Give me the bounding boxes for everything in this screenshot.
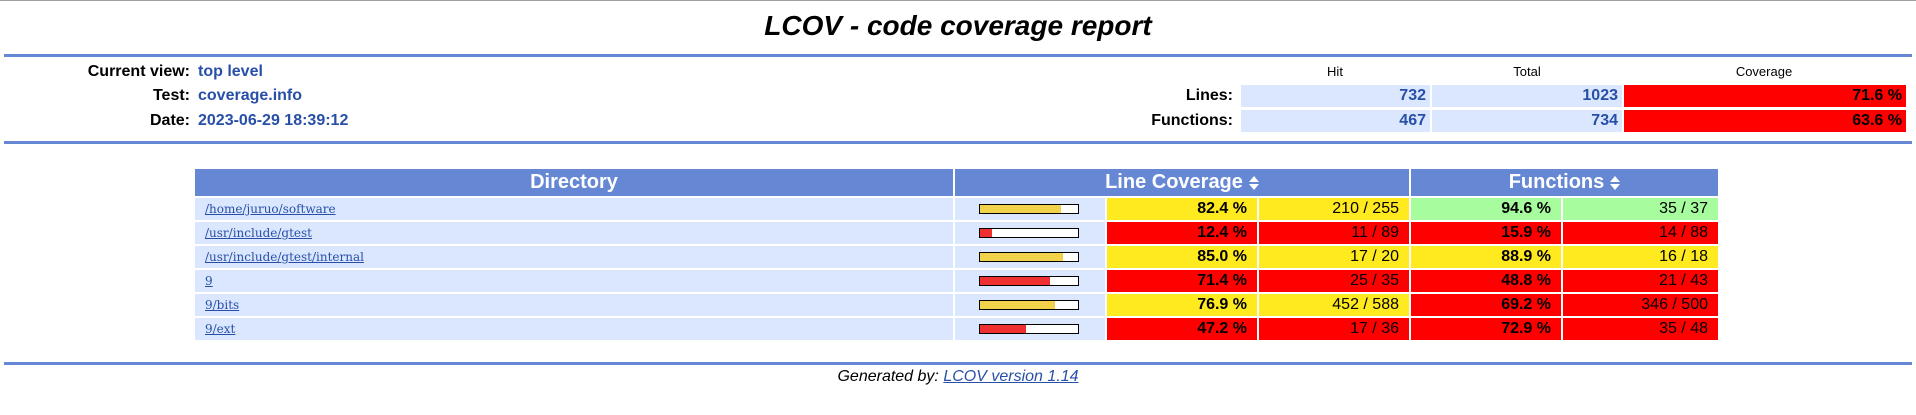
summary-col-coverage: Coverage bbox=[1735, 64, 1793, 79]
functions-header[interactable]: Functions bbox=[1411, 169, 1718, 196]
directory-cell: /usr/include/gtest/internal bbox=[195, 246, 953, 268]
function-coverage-percent: 94.6 % bbox=[1411, 198, 1561, 220]
function-coverage-count: 16 / 18 bbox=[1563, 246, 1718, 268]
line-coverage-percent: 76.9 % bbox=[1107, 294, 1257, 316]
function-coverage-count: 35 / 37 bbox=[1563, 198, 1718, 220]
function-coverage-percent: 69.2 % bbox=[1411, 294, 1561, 316]
line-coverage-header-label: Line Coverage bbox=[1105, 171, 1243, 193]
function-coverage-percent: 88.9 % bbox=[1411, 246, 1561, 268]
lcov-version-link[interactable]: LCOV version 1.14 bbox=[943, 368, 1079, 385]
coverage-bar-fill bbox=[980, 205, 1061, 213]
summary-ruler bbox=[4, 141, 1912, 144]
directory-link[interactable]: 9/ext bbox=[205, 322, 236, 336]
coverage-bar bbox=[979, 228, 1079, 238]
function-coverage-count: 14 / 88 bbox=[1563, 222, 1718, 244]
line-coverage-percent: 82.4 % bbox=[1107, 198, 1257, 220]
directory-link[interactable]: /home/juruo/software bbox=[205, 202, 336, 216]
coverage-bar-cell bbox=[955, 318, 1105, 340]
directory-cell: 9 bbox=[195, 270, 953, 292]
line-coverage-count: 210 / 255 bbox=[1259, 198, 1409, 220]
header-ruler bbox=[4, 54, 1912, 57]
lines-hit: 732 bbox=[1241, 85, 1430, 107]
coverage-bar-fill bbox=[980, 229, 993, 237]
function-coverage-count: 21 / 43 bbox=[1563, 270, 1718, 292]
current-view-value: top level bbox=[198, 63, 263, 80]
table-row: 9/ext 47.2 % 17 / 36 72.9 % 35 / 48 bbox=[195, 318, 1718, 340]
page-title: LCOV - code coverage report bbox=[764, 10, 1152, 41]
directory-header-label: Directory bbox=[530, 171, 618, 193]
line-coverage-count: 452 / 588 bbox=[1259, 294, 1409, 316]
coverage-bar-fill bbox=[980, 301, 1056, 309]
summary-col-total: Total bbox=[1513, 64, 1541, 79]
top-border bbox=[0, 0, 1916, 1]
coverage-bar bbox=[979, 252, 1079, 262]
function-coverage-count: 346 / 500 bbox=[1563, 294, 1718, 316]
line-coverage-count: 11 / 89 bbox=[1259, 222, 1409, 244]
functions-total: 734 bbox=[1432, 110, 1622, 132]
coverage-bar-cell bbox=[955, 246, 1105, 268]
date-value: 2023-06-29 18:39:12 bbox=[198, 112, 349, 129]
line-coverage-percent: 47.2 % bbox=[1107, 318, 1257, 340]
footer-ruler bbox=[4, 362, 1912, 365]
current-view-label: Current view: bbox=[87, 63, 190, 80]
coverage-bar bbox=[979, 324, 1079, 334]
directory-cell: 9/bits bbox=[195, 294, 953, 316]
function-coverage-percent: 15.9 % bbox=[1411, 222, 1561, 244]
directory-link[interactable]: /usr/include/gtest bbox=[205, 226, 312, 240]
directory-cell: /usr/include/gtest bbox=[195, 222, 953, 244]
coverage-bar-cell bbox=[955, 198, 1105, 220]
line-coverage-percent: 85.0 % bbox=[1107, 246, 1257, 268]
coverage-bar-cell bbox=[955, 294, 1105, 316]
function-coverage-count: 35 / 48 bbox=[1563, 318, 1718, 340]
line-coverage-header[interactable]: Line Coverage bbox=[955, 169, 1409, 196]
line-coverage-count: 25 / 35 bbox=[1259, 270, 1409, 292]
line-coverage-count: 17 / 36 bbox=[1259, 318, 1409, 340]
coverage-bar-cell bbox=[955, 270, 1105, 292]
footer: Generated by: LCOV version 1.14 bbox=[0, 367, 1916, 387]
table-row: 9/bits 76.9 % 452 / 588 69.2 % 346 / 500 bbox=[195, 294, 1718, 316]
functions-header-label: Functions bbox=[1508, 171, 1605, 193]
sort-icon[interactable] bbox=[1248, 175, 1259, 190]
coverage-bar bbox=[979, 300, 1079, 310]
footer-prefix: Generated by: bbox=[837, 368, 939, 385]
directory-cell: 9/ext bbox=[195, 318, 953, 340]
table-row: 9 71.4 % 25 / 35 48.8 % 21 / 43 bbox=[195, 270, 1718, 292]
test-label: Test: bbox=[152, 87, 190, 104]
coverage-bar-cell bbox=[955, 222, 1105, 244]
function-coverage-percent: 72.9 % bbox=[1411, 318, 1561, 340]
table-row: /usr/include/gtest 12.4 % 11 / 89 15.9 % 14 … bbox=[195, 222, 1718, 244]
functions-hit: 467 bbox=[1241, 110, 1430, 132]
lines-total: 1023 bbox=[1432, 85, 1622, 107]
line-coverage-count: 17 / 20 bbox=[1259, 246, 1409, 268]
directory-link[interactable]: 9 bbox=[205, 274, 213, 288]
coverage-bar bbox=[979, 276, 1079, 286]
directory-header: Directory bbox=[195, 169, 953, 196]
line-coverage-percent: 71.4 % bbox=[1107, 270, 1257, 292]
directory-link[interactable]: 9/bits bbox=[205, 298, 240, 312]
test-value: coverage.info bbox=[198, 87, 303, 104]
lines-coverage: 71.6 % bbox=[1624, 85, 1906, 107]
summary-col-hit: Hit bbox=[1327, 64, 1343, 79]
coverage-bar-fill bbox=[980, 325, 1027, 333]
lines-label: Lines: bbox=[1185, 87, 1233, 104]
functions-label: Functions: bbox=[1151, 112, 1233, 129]
function-coverage-percent: 48.8 % bbox=[1411, 270, 1561, 292]
line-coverage-percent: 12.4 % bbox=[1107, 222, 1257, 244]
date-label: Date: bbox=[149, 112, 190, 129]
table-row: /home/juruo/software 82.4 % 210 / 255 94.6 … bbox=[195, 198, 1718, 220]
directory-cell: /home/juruo/software bbox=[195, 198, 953, 220]
coverage-bar bbox=[979, 204, 1079, 214]
coverage-bar-fill bbox=[980, 253, 1064, 261]
sort-icon[interactable] bbox=[1610, 175, 1621, 190]
functions-coverage: 63.6 % bbox=[1624, 110, 1906, 132]
coverage-bar-fill bbox=[980, 277, 1050, 285]
directory-link[interactable]: /usr/include/gtest/internal bbox=[205, 250, 364, 264]
table-row: /usr/include/gtest/internal 85.0 % 17 / 20… bbox=[195, 246, 1718, 268]
